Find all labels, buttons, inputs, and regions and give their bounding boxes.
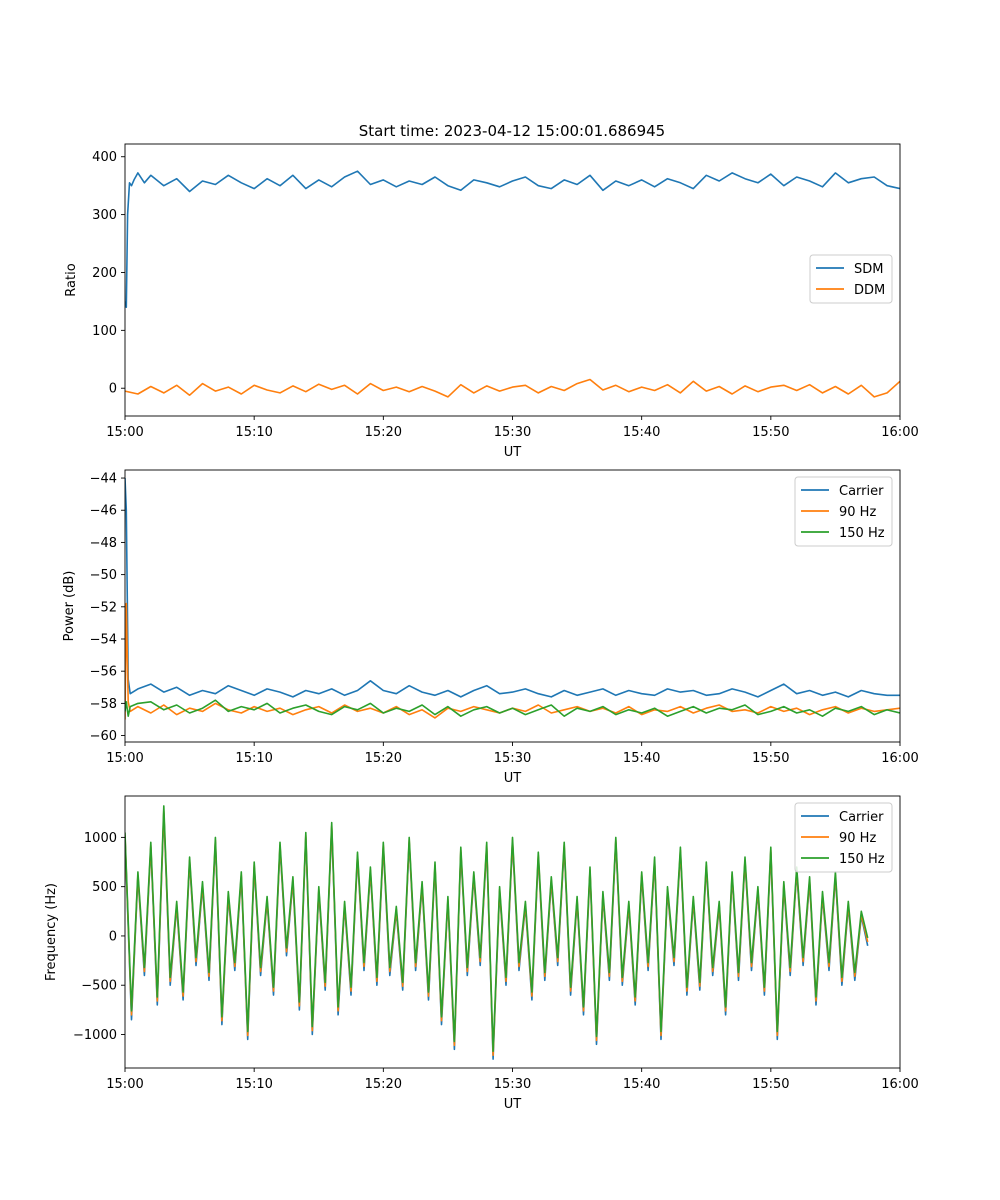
- x-tick-label: 16:00: [881, 1077, 918, 1092]
- legend-label: 90 Hz: [839, 505, 876, 520]
- y-tick-label: 400: [92, 150, 117, 165]
- legend-box: [809, 254, 893, 304]
- x-tick-label: 15:30: [494, 425, 531, 440]
- y-tick-label: 300: [92, 208, 117, 223]
- x-tick-label: 15:00: [106, 1077, 143, 1092]
- legend-label: Carrier: [839, 810, 884, 825]
- y-tick-label: −1000: [73, 1028, 117, 1043]
- x-tick-label: 15:20: [365, 1077, 402, 1092]
- y-tick-label: 0: [109, 929, 117, 944]
- x-axis-label: UT: [504, 445, 522, 460]
- x-tick-label: 15:10: [235, 425, 272, 440]
- y-tick-label: −48: [90, 536, 117, 551]
- legend-label: SDM: [854, 262, 883, 277]
- x-tick-label: 15:50: [752, 425, 789, 440]
- y-tick-label: −52: [90, 600, 117, 615]
- x-tick-label: 15:00: [106, 425, 143, 440]
- x-tick-label: 15:50: [752, 751, 789, 766]
- y-axis-label: Ratio: [64, 263, 79, 296]
- figure-title: Start time: 2023-04-12 15:00:01.686945: [359, 122, 665, 140]
- y-tick-label: −500: [81, 979, 117, 994]
- y-tick-label: −44: [90, 472, 117, 487]
- subplot-1: 15:00 15:10 15:20 15:30 15:40 15:50 16:00 0 100 2…: [64, 143, 919, 460]
- x-tick-label: 15:10: [235, 751, 272, 766]
- series-line-sdm: [125, 170, 900, 309]
- x-tick-label: 16:00: [881, 751, 918, 766]
- y-tick-label: −60: [90, 729, 117, 744]
- legend-box: [794, 476, 893, 547]
- series-line-ddm: [125, 378, 900, 398]
- y-tick-label: 500: [92, 880, 117, 895]
- legend: SDM DDM: [809, 254, 893, 304]
- legend-box: [794, 802, 893, 873]
- y-tick-label: −54: [90, 632, 117, 647]
- y-tick-label: 0: [109, 382, 117, 397]
- x-tick-label: 15:10: [235, 1077, 272, 1092]
- y-axis-label: Power (dB): [62, 571, 77, 642]
- legend-label: 150 Hz: [839, 852, 885, 867]
- legend-label: 90 Hz: [839, 831, 876, 846]
- y-tick-label: 1000: [84, 831, 117, 846]
- x-tick-label: 15:00: [106, 751, 143, 766]
- x-tick-label: 15:30: [494, 1077, 531, 1092]
- series-line-150-hz: [125, 699, 900, 718]
- legend: Carrier 90 Hz 150 Hz: [794, 802, 893, 873]
- legend: Carrier 90 Hz 150 Hz: [794, 476, 893, 547]
- x-tick-label: 16:00: [881, 425, 918, 440]
- legend-label: Carrier: [839, 484, 884, 499]
- x-tick-label: 15:40: [623, 1077, 660, 1092]
- y-tick-label: −58: [90, 697, 117, 712]
- x-tick-label: 15:40: [623, 751, 660, 766]
- y-tick-label: −50: [90, 568, 117, 583]
- subplots: 15:00 15:10 15:20 15:30 15:40 15:50 16:00 0 100 2…: [44, 143, 919, 1112]
- x-axis-label: UT: [504, 1097, 522, 1112]
- x-tick-label: 15:40: [623, 425, 660, 440]
- x-tick-label: 15:20: [365, 751, 402, 766]
- subplot-3: 15:00 15:10 15:20 15:30 15:40 15:50 16:00 −1000…: [44, 795, 919, 1112]
- x-tick-label: 15:30: [494, 751, 531, 766]
- x-axis-label: UT: [504, 771, 522, 786]
- y-tick-label: −46: [90, 504, 117, 519]
- subplot-2: 15:00 15:10 15:20 15:30 15:40 15:50 16:00 −60 −5…: [62, 469, 919, 786]
- series-group: [125, 477, 900, 720]
- y-axis-label: Frequency (Hz): [44, 883, 59, 981]
- y-tick-label: 100: [92, 324, 117, 339]
- series-group: [125, 805, 869, 1060]
- x-tick-label: 15:50: [752, 1077, 789, 1092]
- legend-label: DDM: [854, 283, 885, 298]
- x-tick-label: 15:20: [365, 425, 402, 440]
- legend-label: 150 Hz: [839, 526, 885, 541]
- series-line-carrier: [125, 477, 900, 698]
- series-line-150-hz: [125, 805, 869, 1052]
- y-tick-label: 200: [92, 266, 117, 281]
- series-group: [125, 170, 900, 398]
- y-tick-label: −56: [90, 665, 117, 680]
